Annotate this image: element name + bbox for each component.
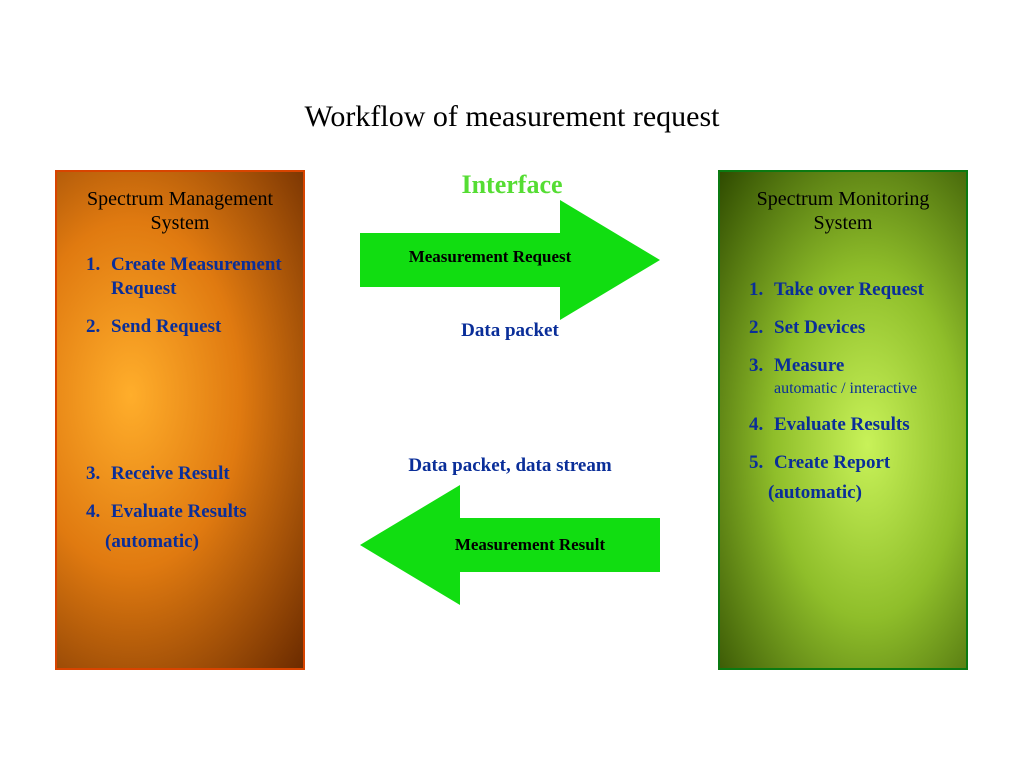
arrow-left-icon [350,480,670,610]
result-caption: Data packet, data stream [350,455,670,477]
list-item: Take over Request [768,278,948,302]
left-steps-top: Create Measurement Request Send Request [75,253,285,338]
list-item: Receive Result [105,462,285,486]
spacer [738,253,948,278]
request-arrow: Measurement Request [350,195,670,325]
result-arrow: Measurement Result [350,480,670,610]
list-item: Create Measurement Request [105,253,285,301]
list-item: Measure automatic / interactive [768,354,948,400]
step-label: Measure [774,355,844,376]
right-panel-title: Spectrum Monitoring System [738,187,948,235]
list-item: Evaluate Results (automatic) [105,500,285,554]
left-steps-bottom: Receive Result Evaluate Results (automat… [75,462,285,553]
request-caption: Data packet [350,320,670,342]
list-item: Create Report (automatic) [768,451,948,505]
step-label: Evaluate Results [111,501,247,522]
arrow-shape [360,200,660,320]
arrow-shape [360,485,660,605]
left-panel-title: Spectrum Management System [75,187,285,235]
spacer [75,352,285,462]
page-title: Workflow of measurement request [0,100,1024,134]
automatic-label: (automatic) [768,481,948,505]
list-item: Set Devices [768,316,948,340]
step-label: Create Report [774,452,890,473]
list-item: Evaluate Results [768,413,948,437]
list-item: Send Request [105,315,285,339]
right-steps: Take over Request Set Devices Measure au… [738,278,948,505]
arrow-right-icon [350,195,670,325]
step-sublabel: automatic / interactive [774,379,948,399]
spectrum-management-panel: Spectrum Management System Create Measur… [55,170,305,670]
automatic-label: (automatic) [105,530,285,554]
spectrum-monitoring-panel: Spectrum Monitoring System Take over Req… [718,170,968,670]
